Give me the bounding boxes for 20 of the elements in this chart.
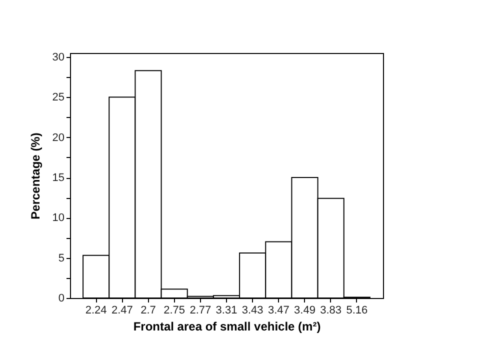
y-tick-label: 25 (52, 92, 64, 104)
x-tick-label: 5.16 (346, 304, 368, 316)
y-tick-label: 10 (52, 212, 64, 224)
x-axis-title: Frontal area of small vehicle (m²) (133, 320, 321, 334)
x-tick-label: 2.7 (140, 304, 156, 316)
x-tick-label: 3.47 (268, 304, 290, 316)
x-tick-label: 3.31 (216, 304, 238, 316)
x-tick-label: 2.47 (111, 304, 133, 316)
y-tick-label: 5 (58, 252, 64, 264)
y-axis-title: Percentage (%) (28, 132, 42, 220)
y-tick-label: 20 (52, 132, 64, 144)
x-tick-label: 3.49 (294, 304, 316, 316)
x-tick-label: 2.77 (190, 304, 212, 316)
x-tick-label: 2.75 (164, 304, 186, 316)
x-tick-label: 3.83 (320, 304, 342, 316)
y-tick-label: 15 (52, 172, 64, 184)
x-tick-label: 3.43 (242, 304, 264, 316)
y-tick-label: 0 (58, 292, 64, 304)
x-tick-label: 2.24 (85, 304, 107, 316)
y-tick-label: 30 (52, 52, 64, 64)
